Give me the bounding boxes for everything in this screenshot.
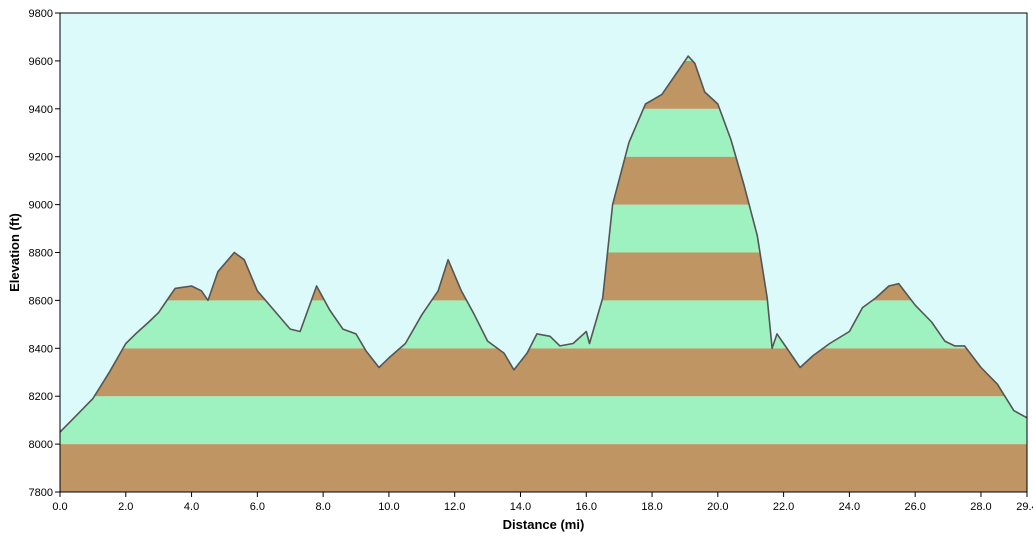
x-tick-label: 14.0 [510,501,531,513]
x-tick-label: 24.0 [839,501,860,513]
x-tick-label: 12.0 [444,501,465,513]
x-tick-label: 4.0 [184,501,199,513]
x-tick-label: 8.0 [315,501,330,513]
y-tick-label: 8400 [29,343,53,355]
x-tick-label: 22.0 [773,501,794,513]
elevation-band [60,396,1027,445]
y-tick-label: 8000 [29,439,53,451]
x-tick-label: 2.0 [118,501,133,513]
y-tick-label: 7800 [29,487,53,499]
x-axis: 0.0 2.0 4.0 6.0 8.0 10.0 12.0 14.0 16.0 18.0 20.0 2… [52,492,1033,513]
elevation-band [60,444,1027,492]
x-tick-label: 28.0 [970,501,991,513]
y-tick-label: 8200 [29,391,53,403]
y-axis: 7800 8000 8200 8400 8600 8800 9000 9200 9400 9600… [29,8,60,499]
x-tick-label: 29.4 [1016,501,1033,513]
x-tick-label: 16.0 [576,501,597,513]
x-tick-label: 0.0 [52,501,67,513]
y-tick-label: 8800 [29,248,53,260]
y-tick-label: 9200 [29,152,53,164]
elevation-profile-line [59,55,1028,433]
y-tick-label: 9600 [29,56,53,68]
x-tick-label: 18.0 [641,501,662,513]
y-tick-label: 9800 [29,8,53,20]
y-axis-title: Elevation (ft) [7,213,22,292]
elevation-band [60,348,1027,397]
y-tick-label: 9400 [29,104,53,116]
x-tick-label: 26.0 [904,501,925,513]
x-tick-label: 10.0 [378,501,399,513]
y-tick-label: 8600 [29,295,53,307]
x-tick-label: 6.0 [250,501,265,513]
y-tick-label: 9000 [29,200,53,212]
x-tick-label: 20.0 [707,501,728,513]
x-axis-title: Distance (mi) [503,517,585,532]
